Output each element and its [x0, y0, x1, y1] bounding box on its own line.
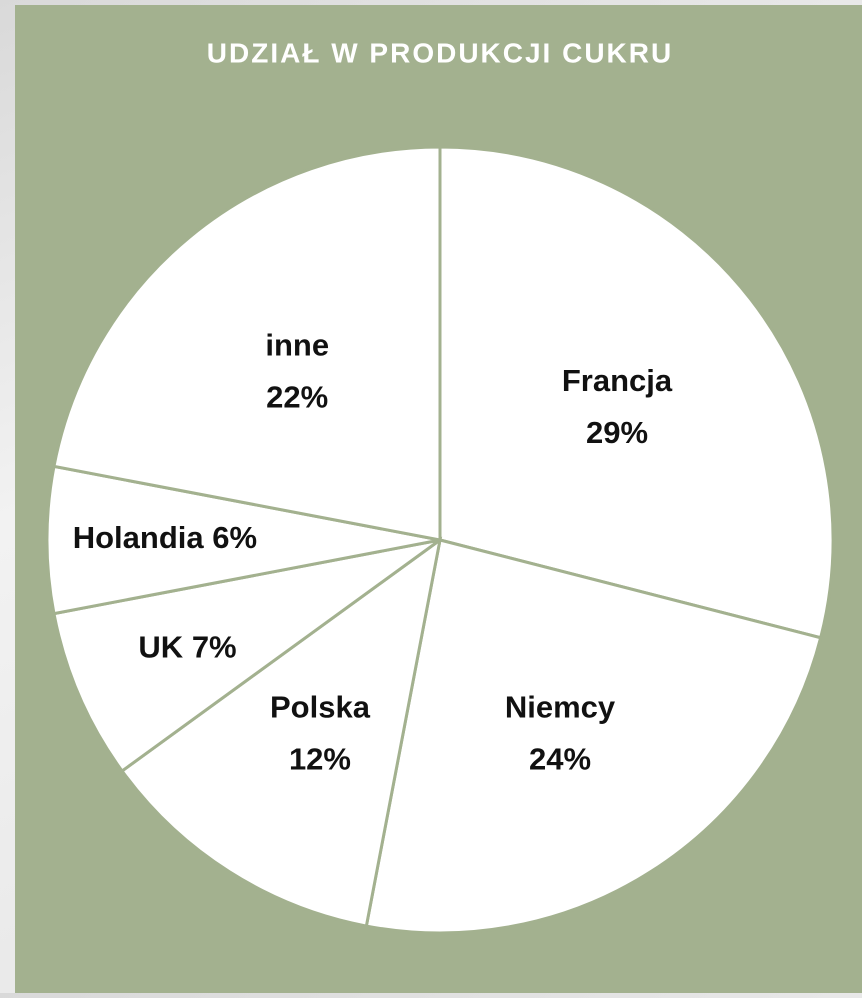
pie-slice: [438, 145, 835, 640]
pie-slice: [45, 464, 441, 616]
pie-slice: [52, 538, 441, 774]
slice-label: Holandia 6%: [73, 520, 257, 555]
value-label: 29%: [586, 415, 648, 450]
pie-slice: [364, 538, 823, 935]
pie-slice: [52, 145, 442, 542]
category-label: UK: [138, 629, 183, 664]
value-label: 12%: [289, 741, 351, 776]
value-label: 24%: [529, 741, 591, 776]
category-label: Francja: [562, 363, 673, 398]
value-label: 7%: [192, 629, 237, 664]
value-label: 22%: [266, 380, 328, 415]
category-label: Niemcy: [505, 689, 616, 724]
pie-slice: [119, 536, 443, 928]
category-label: Holandia: [73, 520, 205, 555]
category-label: Polska: [270, 689, 371, 724]
slice-label: UK 7%: [138, 629, 236, 664]
value-label: 6%: [212, 520, 257, 555]
category-label: inne: [265, 328, 329, 363]
chart-title: UDZIAŁ W PRODUKCJI CUKRU: [207, 37, 673, 68]
